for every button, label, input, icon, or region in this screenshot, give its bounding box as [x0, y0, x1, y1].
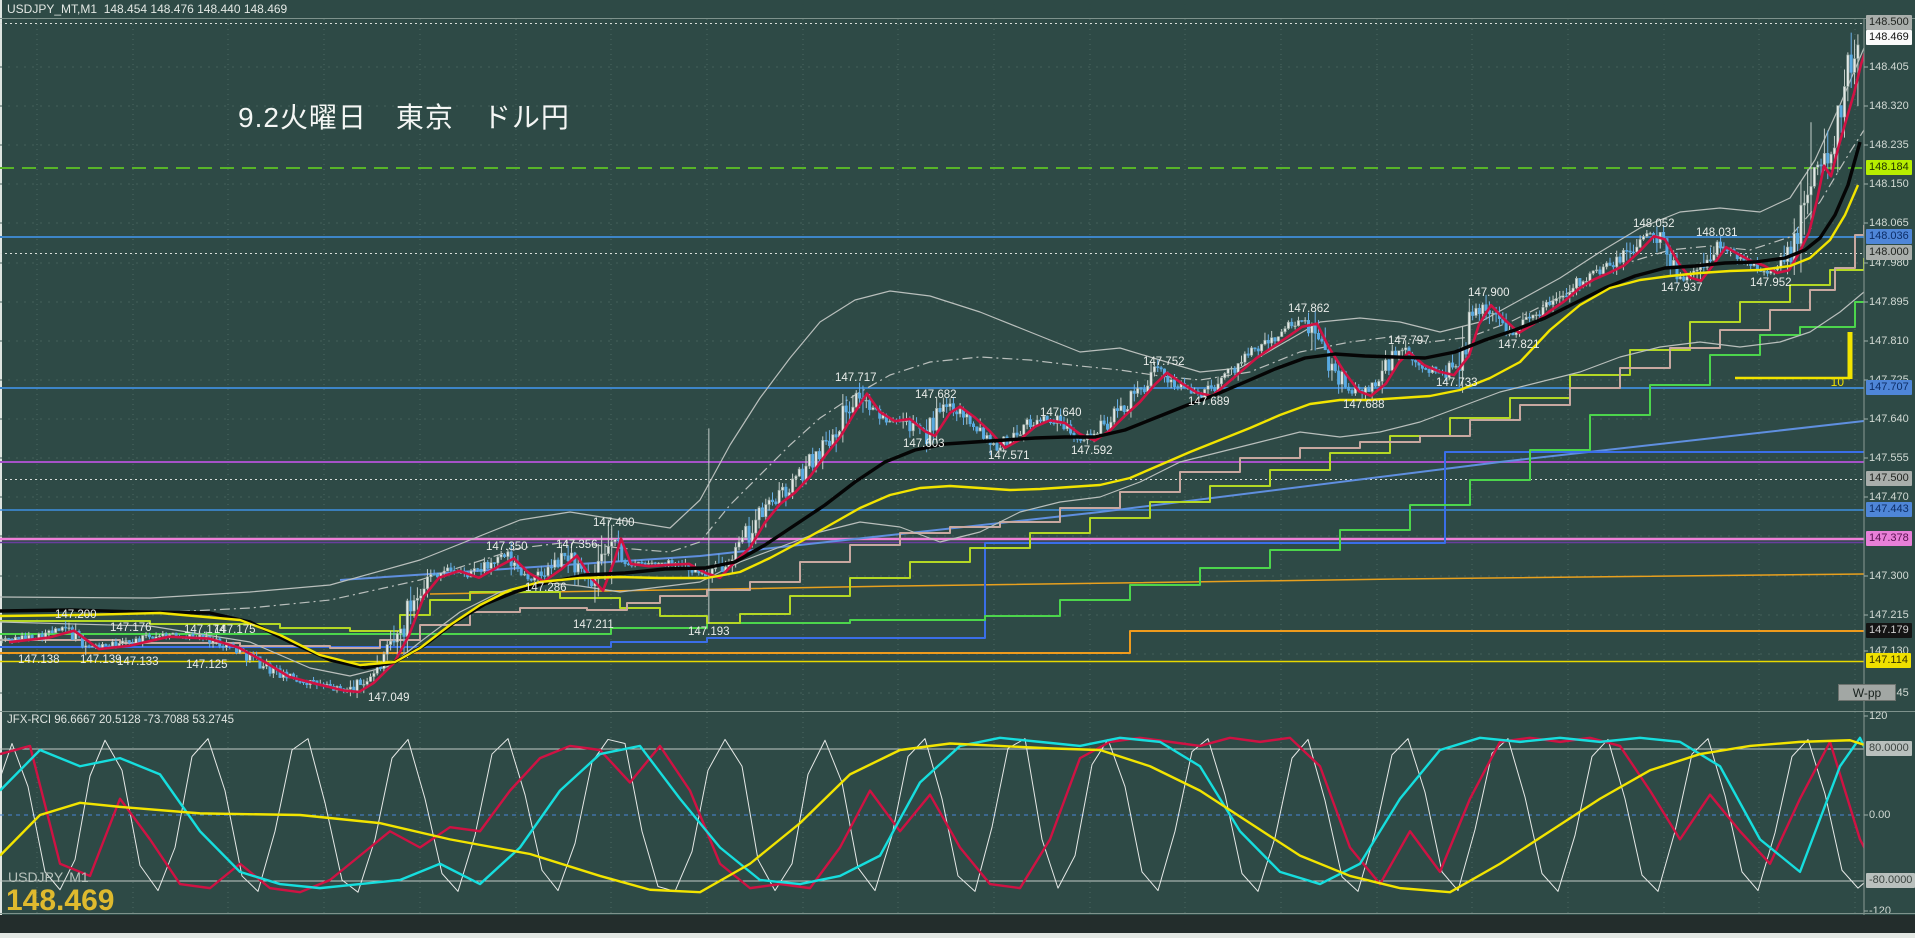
line-cornflower-diagonal — [339, 420, 1864, 581]
line-lime-step — [0, 301, 1864, 635]
axis-tick-label: 147.810 — [1869, 335, 1909, 347]
swing-label: 147.133 — [117, 656, 159, 668]
swing-label: 147.176 — [110, 622, 152, 634]
line-chartreuse-step — [0, 258, 1864, 632]
ohlc-info-bar: USDJPY_MT,M1 148.454 148.476 148.440 148… — [7, 2, 287, 16]
axis-tick-label: 147.215 — [1869, 609, 1909, 621]
ma-yellow — [0, 184, 1860, 667]
axis-price-badge: 147.179 — [1866, 623, 1912, 638]
swing-label: 147.752 — [1143, 356, 1185, 368]
footer-current-price: 148.469 — [6, 884, 115, 917]
chart-annotation-title: 9.2火曜日 東京 ドル円 — [238, 102, 570, 133]
axis-price-badge: 148.000 — [1866, 245, 1912, 260]
swing-label: 148.031 — [1696, 227, 1738, 239]
ohlc-numbers: 148.454 148.476 148.440 148.469 — [103, 2, 288, 16]
rci-red — [0, 736, 1864, 894]
swing-label: 147.200 — [55, 609, 97, 621]
swing-label: 147.356 — [556, 539, 598, 551]
timer-bar — [1847, 332, 1853, 379]
axis-price-badge: 80.0000 — [1866, 741, 1912, 756]
swing-label: 147.821 — [1498, 339, 1540, 351]
swing-label: 147.049 — [368, 692, 410, 704]
axis-price-badge: 148.500 — [1866, 15, 1912, 30]
swing-label: 147.174 — [184, 624, 226, 636]
swing-label: 147.286 — [525, 582, 567, 594]
rci-yellow — [0, 739, 1864, 894]
axis-price-badge: -80.0000 — [1866, 873, 1915, 888]
axis-tick-label: 147.470 — [1869, 491, 1909, 503]
window-bottom-border — [0, 933, 1915, 938]
axis-tick-label: 147.980 — [1869, 257, 1909, 269]
swing-label: 147.193 — [688, 626, 730, 638]
swing-label: 147.400 — [593, 517, 635, 529]
symbol-period-label: USDJPY_MT,M1 — [7, 2, 98, 16]
swing-label: 147.175 — [214, 624, 256, 636]
axis-price-badge: 147.443 — [1866, 502, 1912, 517]
axis-tick-label: 148.150 — [1869, 178, 1909, 190]
swing-label: 147.952 — [1750, 277, 1792, 289]
weekly-pivot-button[interactable]: W-pp — [1838, 684, 1896, 701]
line-gold-diagonal — [429, 573, 1864, 595]
swing-label: 147.138 — [18, 654, 60, 666]
swing-label: 147.682 — [915, 389, 957, 401]
swing-label: 147.900 — [1468, 287, 1510, 299]
window-left-border — [0, 0, 2, 938]
swing-label: 147.592 — [1071, 445, 1113, 457]
line-band-mid — [0, 129, 1864, 614]
swing-label: 147.125 — [186, 659, 228, 671]
axis-tick-label: 147.555 — [1869, 452, 1909, 464]
axis-tick-label: 147.640 — [1869, 413, 1909, 425]
axis-tick-label: 0.00 — [1869, 809, 1891, 821]
indicator-name-values: JFX-RCI 96.6667 20.5128 -73.7088 53.2745 — [7, 714, 234, 726]
axis-price-badge: 148.469 — [1866, 30, 1912, 45]
swing-label: 147.139 — [80, 654, 122, 666]
axis-price-badge: 147.378 — [1866, 531, 1912, 546]
swing-label: 147.797 — [1388, 335, 1430, 347]
indicator-plot-area — [0, 712, 1864, 913]
time-axis-row: ▶ 78910111213141516 — [0, 915, 1915, 933]
timer-label: 10 — [1831, 375, 1845, 389]
line-tan-step — [0, 225, 1864, 649]
swing-label: 147.689 — [1188, 396, 1230, 408]
axis-tick-label: 148.320 — [1869, 100, 1909, 112]
axis-tick-label: 148.065 — [1869, 217, 1909, 229]
axis-tick-label: 148.235 — [1869, 139, 1909, 151]
swing-label: 147.571 — [988, 450, 1030, 462]
footer-symbol-label: USDJPY, M1 — [8, 869, 89, 885]
line-royalblue-step — [0, 451, 1864, 648]
axis-tick-label: -120 — [1869, 905, 1892, 917]
axis-price-badge: 147.707 — [1866, 380, 1912, 395]
axis-tick-label: 147.300 — [1869, 570, 1909, 582]
axis-tick-label: 147.895 — [1869, 296, 1909, 308]
axis-tick-label: 148.405 — [1869, 61, 1909, 73]
swing-label: 147.640 — [1040, 407, 1082, 419]
swing-label: 147.688 — [1343, 399, 1385, 411]
header-separator — [0, 18, 1915, 19]
axis-price-badge: 147.114 — [1866, 653, 1911, 668]
axis-price-badge: 147.500 — [1866, 471, 1912, 486]
line-orange-step-147.179 — [0, 630, 1864, 654]
axis-price-badge: 148.036 — [1866, 229, 1912, 244]
line-band-lower — [0, 291, 1864, 677]
swing-label: 147.211 — [573, 619, 614, 631]
axis-tick-label: 120 — [1869, 710, 1888, 722]
swing-label: 147.733 — [1436, 377, 1478, 389]
axis-price-badge: 148.184 — [1866, 160, 1912, 175]
swing-label: 147.350 — [486, 541, 528, 553]
rci-cyan — [0, 736, 1864, 890]
line-band-upper — [0, 47, 1864, 599]
swing-label: 147.603 — [903, 438, 945, 450]
rci-white — [0, 738, 1864, 893]
indicator-bottom-separator — [0, 913, 1915, 914]
swing-label: 147.937 — [1661, 282, 1703, 294]
swing-label: 147.862 — [1288, 303, 1330, 315]
swing-label: 147.717 — [835, 372, 877, 384]
swing-label: 148.052 — [1633, 218, 1675, 230]
